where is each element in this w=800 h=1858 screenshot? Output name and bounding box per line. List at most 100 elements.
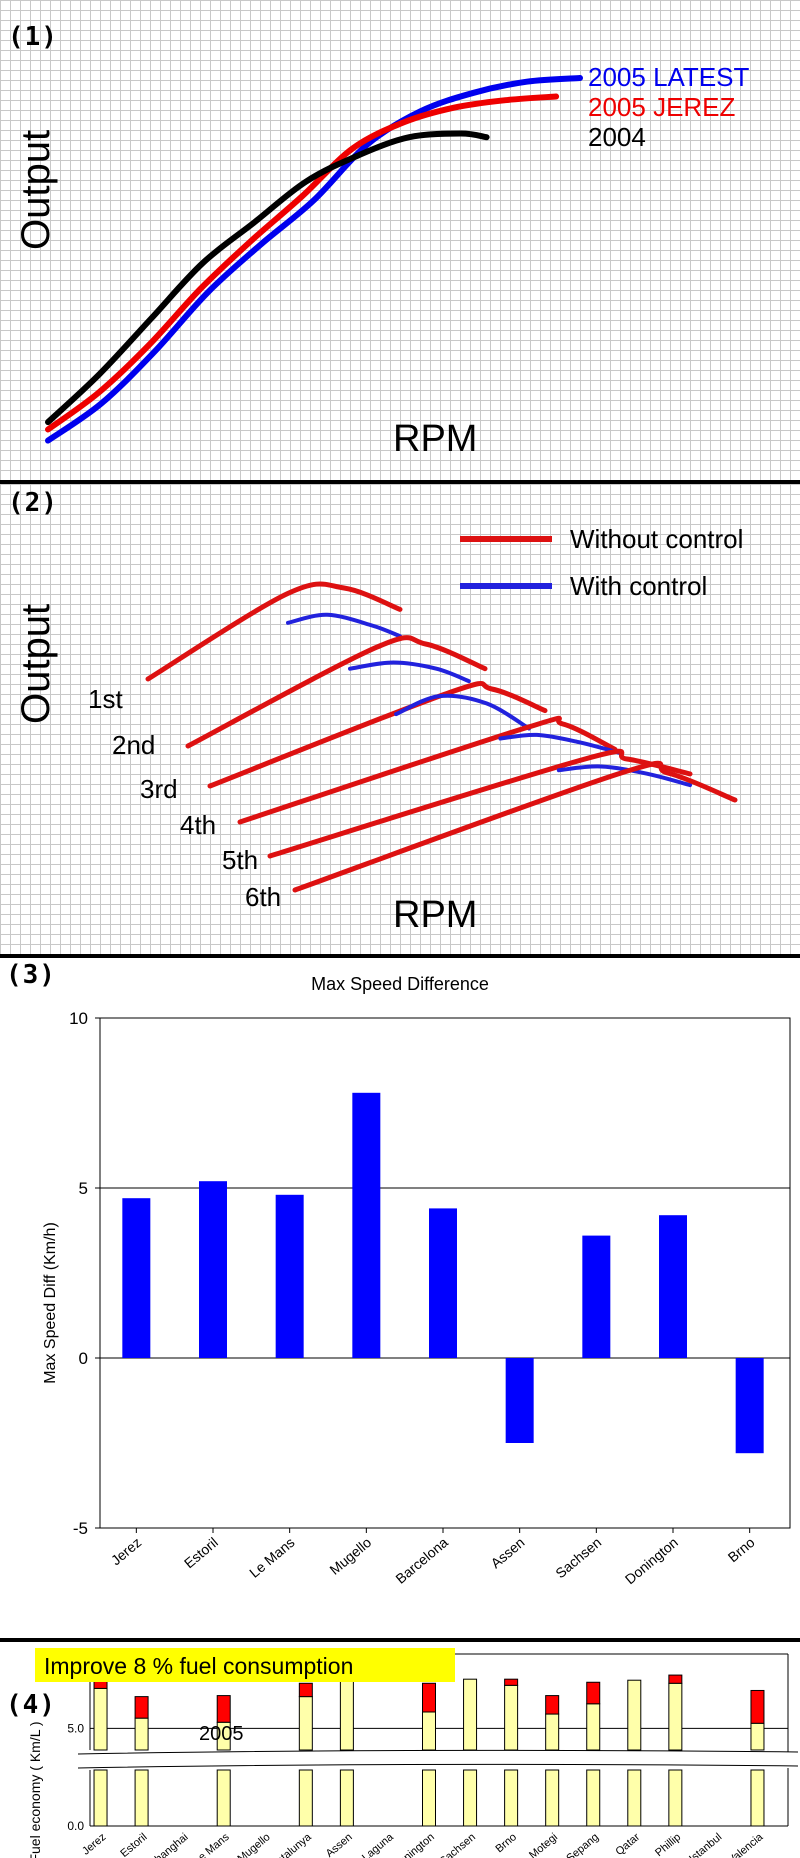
panel-2-number: (2) — [8, 488, 58, 518]
panel-3-title: Max Speed Difference — [311, 974, 489, 994]
bar-base-sachsen — [463, 1678, 478, 1751]
legend-with-control-label: With control — [570, 571, 707, 601]
line-2004 — [45, 130, 490, 426]
gear-label-2nd: 2nd — [112, 730, 155, 760]
bar-base-lower-jerez — [93, 1769, 108, 1827]
gear-label-1st: 1st — [88, 684, 123, 714]
x-tick-label-assen: Assen — [324, 1831, 355, 1858]
bar-improvement-le-mans — [216, 1695, 231, 1723]
x-tick-label-sachsen: Sachsen — [552, 1534, 604, 1581]
bar-base-lower-le-mans — [216, 1769, 231, 1827]
panel-4-number: (4) — [6, 1690, 56, 1720]
panel-3-chart: Max Speed Difference Max Speed Diff (Km/… — [42, 974, 791, 1587]
separator-1 — [0, 480, 800, 484]
line-4th-with-control — [498, 732, 623, 755]
legend-2004: 2004 — [588, 122, 646, 152]
bar-base-lower-donington — [422, 1769, 436, 1827]
axis-break-band — [78, 1752, 800, 1768]
bar-base-valencia — [750, 1722, 765, 1751]
axis-break-line-bottom — [77, 1763, 799, 1769]
bar-donington — [659, 1215, 687, 1358]
panel-3: (3) Max Speed Difference Max Speed Diff … — [0, 958, 800, 1638]
line-3rd-with-control — [394, 693, 531, 731]
y-tick-label: 10 — [69, 1009, 88, 1028]
bar-assen — [505, 1358, 534, 1443]
x-tick-label-phillip: Phillip — [653, 1831, 683, 1858]
panel-4-y-label: Fuel economy ( Km/L ) — [27, 1721, 43, 1858]
x-tick-label-shanghai: Shanghai — [147, 1831, 190, 1858]
line-2005-jerez — [45, 93, 560, 433]
y-tick-label: 5 — [79, 1179, 88, 1198]
bar-base-sepang — [586, 1703, 601, 1751]
bar-sachsen — [582, 1235, 611, 1358]
line-2nd-with-control — [348, 660, 471, 684]
line-5th-with-control — [556, 764, 692, 788]
bar-improvement-donington — [422, 1682, 436, 1713]
bar-improvement-valencia — [750, 1689, 765, 1724]
bar-improvement-brno — [504, 1678, 519, 1686]
bar-improvement-estoril — [134, 1696, 149, 1719]
bar-le-mans — [275, 1194, 304, 1358]
banner-text: Improve 8 % fuel consumption — [44, 1653, 353, 1679]
panel-3-y-label: Max Speed Diff (Km/h) — [42, 1222, 59, 1384]
x-tick-label-jerez: Jerez — [80, 1831, 108, 1857]
y-tick-label: 0 — [79, 1349, 88, 1368]
bar-base-lower-assen — [339, 1769, 354, 1827]
y-tick-label: -5 — [73, 1519, 88, 1538]
panel-3-number: (3) — [6, 960, 56, 990]
bar-brno — [735, 1358, 764, 1454]
x-tick-label-le-mans: Le Mans — [192, 1831, 232, 1858]
legend-2005-latest: 2005 LATEST — [588, 62, 750, 92]
x-tick-label-brno: Brno — [494, 1831, 520, 1855]
bar-base-lower-brno — [504, 1769, 519, 1827]
bar-base-lower-sepang — [586, 1769, 601, 1827]
line-1st-with-control — [286, 612, 402, 639]
y-tick-label: 5.0 — [67, 1721, 84, 1735]
x-tick-label-valencia: Valencia — [726, 1831, 766, 1858]
panel-1-number: (1) — [8, 22, 58, 52]
bar-improvement-phillip — [668, 1674, 683, 1684]
line-1st-without-control — [145, 581, 403, 682]
line-4th-without-control — [237, 715, 618, 825]
x-tick-label-estoril: Estoril — [118, 1831, 149, 1858]
bar-base-lower-catalunya — [298, 1769, 313, 1827]
gear-label-4th: 4th — [180, 810, 216, 840]
panel-2: (2) Output RPM Without control With cont… — [0, 484, 800, 954]
bar-improvement-sepang — [586, 1681, 601, 1705]
panel-2-chart: Without control With control 1st 2nd 3rd… — [88, 524, 743, 912]
bar-barcelona — [429, 1208, 457, 1358]
line-3rd-without-control — [207, 680, 548, 789]
x-tick-label-estoril: Estoril — [181, 1534, 221, 1571]
bar-base-motegi — [545, 1713, 560, 1751]
separator-2 — [0, 954, 800, 958]
x-tick-label-mugello: Mugello — [326, 1534, 374, 1578]
panel-2-x-label: RPM — [393, 894, 478, 936]
gear-label-3rd: 3rd — [140, 774, 178, 804]
bar-base-estoril — [134, 1717, 149, 1751]
panel-1-x-label: RPM — [393, 418, 478, 460]
bar-base-assen — [339, 1680, 354, 1751]
legend-without-control-label: Without control — [570, 524, 743, 554]
bar-base-lower-valencia — [750, 1769, 765, 1827]
x-tick-label-mugello: Mugello — [235, 1831, 272, 1858]
bar-jerez — [122, 1198, 151, 1358]
bar-base-jerez — [93, 1687, 108, 1751]
x-tick-label-istanbul: Istanbul — [687, 1831, 724, 1858]
bar-base-lower-qatar — [627, 1769, 642, 1827]
plot-frame — [99, 1017, 791, 1529]
axis-break-line-top — [77, 1749, 799, 1755]
gear-label-5th: 5th — [222, 845, 258, 875]
bar-base-lower-motegi — [545, 1769, 560, 1827]
x-tick-label-sepang: Sepang — [564, 1831, 601, 1858]
panel-4: 5.0 0.0 Jerez Estoril Shanghai Le Mans Mugello… — [0, 1642, 800, 1858]
bar-mugello — [352, 1092, 381, 1358]
year-label: 2005 — [199, 1723, 244, 1745]
x-tick-label-le-mans: Le Mans — [246, 1534, 297, 1581]
line-5th-without-control — [267, 748, 693, 859]
x-tick-label-donington: Donington — [391, 1831, 437, 1858]
bar-improvement-motegi — [545, 1695, 560, 1715]
bar-improvement-catalunya — [298, 1682, 313, 1698]
y-tick-label: 0.0 — [67, 1819, 84, 1833]
line-2005-latest — [45, 75, 583, 444]
